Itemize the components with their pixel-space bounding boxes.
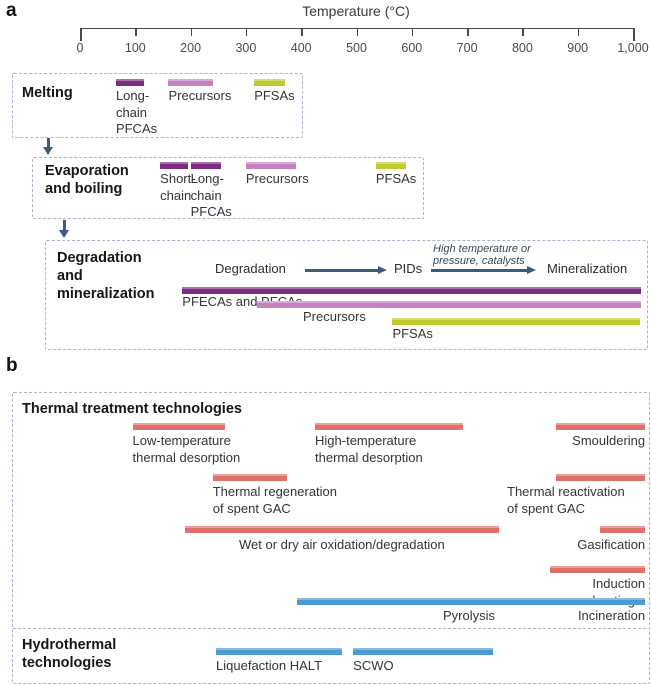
bar-label-liquefaction-halt: Liquefaction HALT: [216, 658, 323, 673]
bar-label-wet-or-dry-air-oxidation-degradation: Wet or dry air oxidation/degradation: [238, 537, 445, 552]
axis-tick-label: 900: [567, 41, 589, 55]
axis-tick-label: 800: [511, 41, 533, 55]
bar-long: [190, 162, 221, 169]
evaporation-box: [32, 157, 424, 219]
bar-thermal-reactivation: [555, 474, 646, 481]
axis-tick: [411, 28, 414, 36]
bar-label-long: Long- chain PFCAs: [115, 88, 158, 137]
panel-b-box: [12, 392, 650, 684]
bar-label-pfsas: PFSAs: [254, 88, 295, 103]
bar-precursors: [168, 79, 213, 86]
axis-tick: [467, 28, 469, 36]
bar-label-pfsas: PFSAs: [392, 326, 433, 341]
axis-tick-label: 500: [346, 41, 367, 55]
bar-label-precursors: Precursors: [168, 88, 232, 103]
axis-tick: [522, 28, 524, 36]
bar-label-thermal-reactivation: Thermal reactivation of spent GAC: [507, 484, 625, 516]
bar-scwo: [353, 648, 493, 655]
axis-tick: [245, 28, 248, 36]
bar-label-high-temperature: High-temperature thermal desorption: [315, 433, 423, 465]
axis-tick-label: 400: [290, 41, 312, 55]
bar-label-precursors: Precursors: [303, 309, 366, 324]
bar-thermal-regeneration: [212, 474, 288, 481]
bar-label-gasification: Gasification: [577, 537, 646, 552]
bar-high-temperature: [315, 423, 464, 430]
axis-tick-label: 0: [76, 41, 84, 55]
bar-label-thermal-regeneration: Thermal regeneration of spent GAC: [212, 484, 338, 516]
axis-tick: [80, 28, 82, 41]
bar-induction-heating: [550, 566, 646, 573]
bar-pyrolysis: [297, 598, 646, 605]
axis-tick: [190, 28, 193, 36]
axis-tick-label: 100: [124, 41, 146, 55]
arrow-right-icon: [431, 269, 528, 272]
axis-tick-label: 1,000: [617, 41, 649, 55]
bar-label-pfsas: PFSAs: [375, 171, 417, 186]
panel-b-divider: [13, 628, 646, 629]
panel-a-label: a: [6, 0, 17, 21]
bar-low-temperature: [132, 423, 225, 430]
thermal-technologies-title: Thermal treatment technologies: [22, 401, 242, 417]
bar-pfsas: [375, 162, 407, 169]
axis-tick: [356, 28, 358, 36]
bar-gasification: [599, 526, 646, 533]
degradation-box: [45, 240, 648, 350]
flow-step-pids: PIDs: [394, 261, 423, 276]
bar-label-pyrolysis: Pyrolysis: [443, 608, 496, 623]
flow-step-mineralization: Mineralization: [547, 261, 628, 276]
bar-pfsas: [254, 79, 285, 86]
bar-label-incineration: Incineration: [577, 608, 646, 623]
bar-short: [160, 162, 188, 169]
axis-tick-label: 600: [401, 41, 423, 55]
bar-label-short: Short- chain: [160, 171, 196, 203]
degradation-title: Degradation and mineralization: [57, 250, 155, 303]
melting-title: Melting: [22, 85, 73, 101]
bar-long: [115, 79, 144, 86]
arrow-down-icon: [46, 138, 50, 147]
hydrothermal-technologies-title: Hydrothermal technologies: [22, 637, 117, 672]
axis-tick: [633, 28, 635, 41]
axis-tick-label: 300: [235, 41, 257, 55]
flow-note-high-temperature: High temperature or pressure, catalysts: [433, 243, 531, 267]
bar-label-smouldering: Smouldering: [572, 433, 646, 448]
panel-b-label: b: [6, 355, 18, 376]
evaporation-title: Evaporation and boiling: [45, 163, 129, 198]
bar-label-long: Long- chain PFCAs: [190, 171, 232, 220]
arrow-right-icon: [305, 269, 379, 272]
bar-precursors: [256, 301, 642, 308]
bar-label-precursors: Precursors: [245, 171, 309, 186]
arrow-down-icon: [62, 220, 66, 230]
bar-pfsas: [392, 318, 641, 325]
bar-label-low-temperature: Low-temperature thermal desorption: [132, 433, 241, 465]
axis-tick: [135, 28, 137, 36]
bar-precursors: [245, 162, 296, 169]
bar-smouldering: [555, 423, 646, 430]
axis-tick-label: 700: [456, 41, 478, 55]
axis-title: Temperature (°C): [302, 3, 410, 19]
flow-step-degradation: Degradation: [215, 261, 286, 276]
bar-liquefaction-halt: [216, 648, 343, 655]
axis-tick: [577, 28, 580, 36]
bar-pfecas-and-pfcas: [182, 287, 642, 294]
axis-tick: [301, 28, 303, 36]
axis-tick-label: 200: [180, 41, 202, 55]
bar-wet-or-dry-air-oxidation-degradation: [185, 526, 499, 533]
bar-label-scwo: SCWO: [353, 658, 394, 673]
melting-box: [12, 73, 303, 138]
